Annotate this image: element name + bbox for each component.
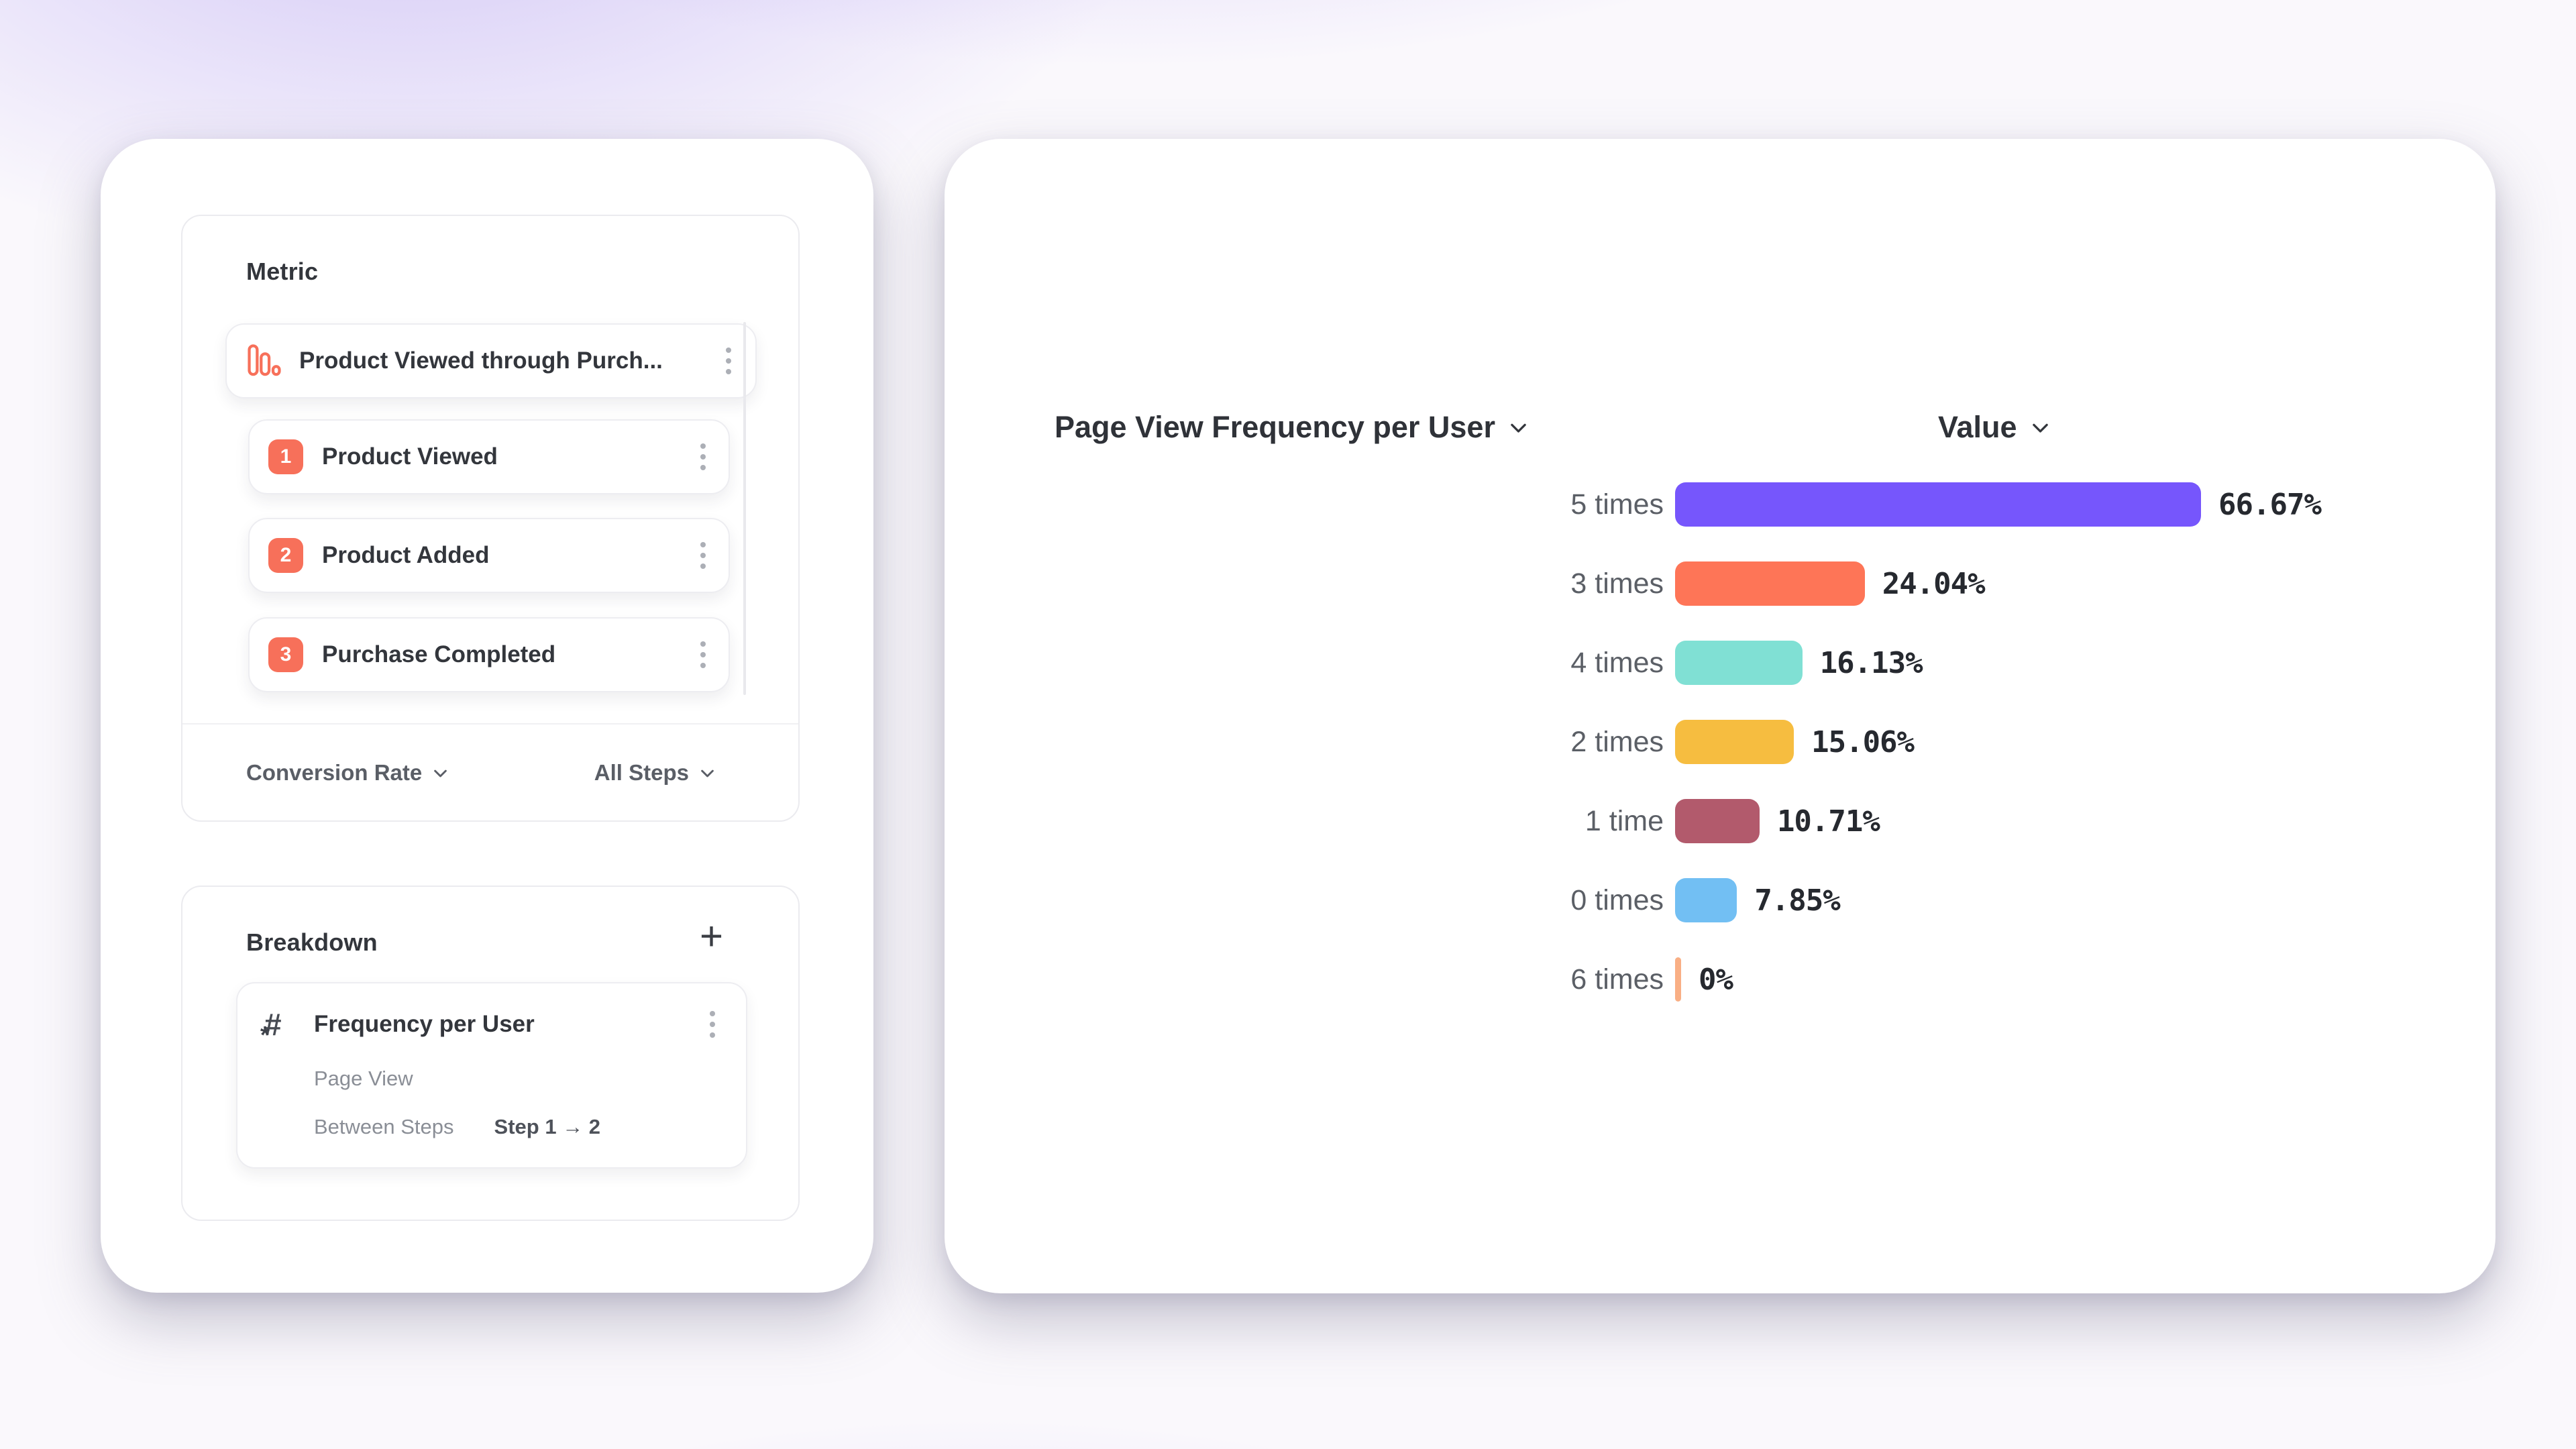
category-label: 4 times (1570, 646, 1664, 679)
add-breakdown-button[interactable]: + (699, 914, 723, 959)
kebab-menu-icon[interactable] (722, 343, 735, 378)
breakdown-panel-title: Breakdown (246, 928, 378, 956)
metric-panel: Metric Product Viewed through Purch... 1… (181, 215, 800, 822)
metric-footer: Conversion Rate All Steps (246, 746, 716, 800)
conversion-rate-dropdown[interactable]: Conversion Rate (246, 760, 449, 786)
bar[interactable] (1675, 641, 1803, 685)
category-label: 2 times (1570, 725, 1664, 758)
chart-category-label: Page View Frequency per User (1055, 410, 1495, 444)
breakdown-panel: Breakdown + # * Frequency per User Page V… (181, 885, 800, 1221)
category-label: 1 time (1585, 804, 1664, 837)
query-builder-card: Metric Product Viewed through Purch... 1… (101, 139, 873, 1293)
funnel-step-row[interactable]: 1 Product Viewed (248, 419, 730, 494)
kebab-menu-icon[interactable] (696, 637, 710, 672)
bar-value: 15.06% (1811, 724, 1915, 759)
scrollbar[interactable] (743, 322, 746, 695)
chart-row: 0 times 7.85% (945, 861, 2496, 940)
chevron-down-icon (434, 769, 447, 777)
step-number-badge: 1 (268, 439, 303, 474)
bar[interactable] (1675, 957, 1681, 1002)
category-label: 5 times (1570, 488, 1664, 521)
step-label: Product Added (322, 542, 490, 568)
bar-value: 0% (1699, 962, 1733, 997)
bar-chart: 5 times 66.67% 3 times 24.04% 4 times 16… (945, 465, 2496, 1019)
bar-value: 10.71% (1776, 804, 1880, 839)
bar[interactable] (1675, 482, 2202, 527)
between-steps-label: Between Steps (314, 1115, 454, 1138)
chevron-down-icon (2032, 423, 2048, 433)
kebab-menu-icon[interactable] (696, 439, 710, 474)
chart-row: 3 times 24.04% (945, 544, 2496, 623)
step-label: Product Viewed (322, 443, 498, 470)
chart-value-label: Value (1938, 410, 2017, 444)
bar-value: 7.85% (1754, 883, 1840, 918)
chart-row: 4 times 16.13% (945, 623, 2496, 702)
chart-card: Page View Frequency per User Value 5 tim… (945, 139, 2496, 1293)
funnel-step-row[interactable]: 3 Purchase Completed (248, 617, 730, 692)
breakdown-event-name: Page View (314, 1067, 413, 1090)
funnel-metric-row[interactable]: Product Viewed through Purch... (225, 323, 757, 398)
chart-value-dropdown[interactable]: Value (1938, 410, 2051, 445)
bar[interactable] (1675, 878, 1737, 922)
chart-row: 2 times 15.06% (945, 702, 2496, 782)
numeric-property-icon: # * (260, 1007, 282, 1049)
bar[interactable] (1675, 720, 1794, 764)
bar[interactable] (1675, 561, 1865, 606)
bar-value: 66.67% (2218, 487, 2322, 522)
category-label: 0 times (1570, 883, 1664, 916)
bar[interactable] (1675, 799, 1760, 843)
kebab-menu-icon[interactable] (696, 538, 710, 573)
chart-category-dropdown[interactable]: Page View Frequency per User (1055, 410, 1529, 445)
chevron-down-icon (1511, 423, 1526, 433)
funnel-bars-icon (247, 343, 282, 378)
step-number-badge: 3 (268, 637, 303, 672)
category-label: 6 times (1570, 963, 1664, 996)
metric-panel-title: Metric (246, 258, 319, 285)
breakdown-item-card[interactable]: # * Frequency per User Page View Between … (236, 982, 747, 1169)
step-label: Purchase Completed (322, 641, 556, 667)
divider (182, 723, 798, 724)
category-label: 3 times (1570, 567, 1664, 600)
chart-row: 1 time 10.71% (945, 782, 2496, 861)
kebab-menu-icon[interactable] (706, 1007, 719, 1042)
bar-value: 24.04% (1882, 566, 1986, 601)
chart-row: 5 times 66.67% (945, 465, 2496, 544)
funnel-metric-title: Product Viewed through Purch... (299, 347, 663, 374)
conversion-rate-label: Conversion Rate (246, 760, 423, 785)
bar-value: 16.13% (1819, 645, 1923, 680)
all-steps-dropdown[interactable]: All Steps (594, 760, 716, 786)
all-steps-label: All Steps (594, 760, 689, 785)
chart-row: 6 times 0% (945, 940, 2496, 1019)
step-number-badge: 2 (268, 538, 303, 573)
funnel-step-row[interactable]: 2 Product Added (248, 518, 730, 593)
chevron-down-icon (701, 769, 714, 777)
step-range-value[interactable]: Step 1 → 2 (494, 1115, 601, 1138)
breakdown-item-title: Frequency per User (314, 1011, 535, 1037)
